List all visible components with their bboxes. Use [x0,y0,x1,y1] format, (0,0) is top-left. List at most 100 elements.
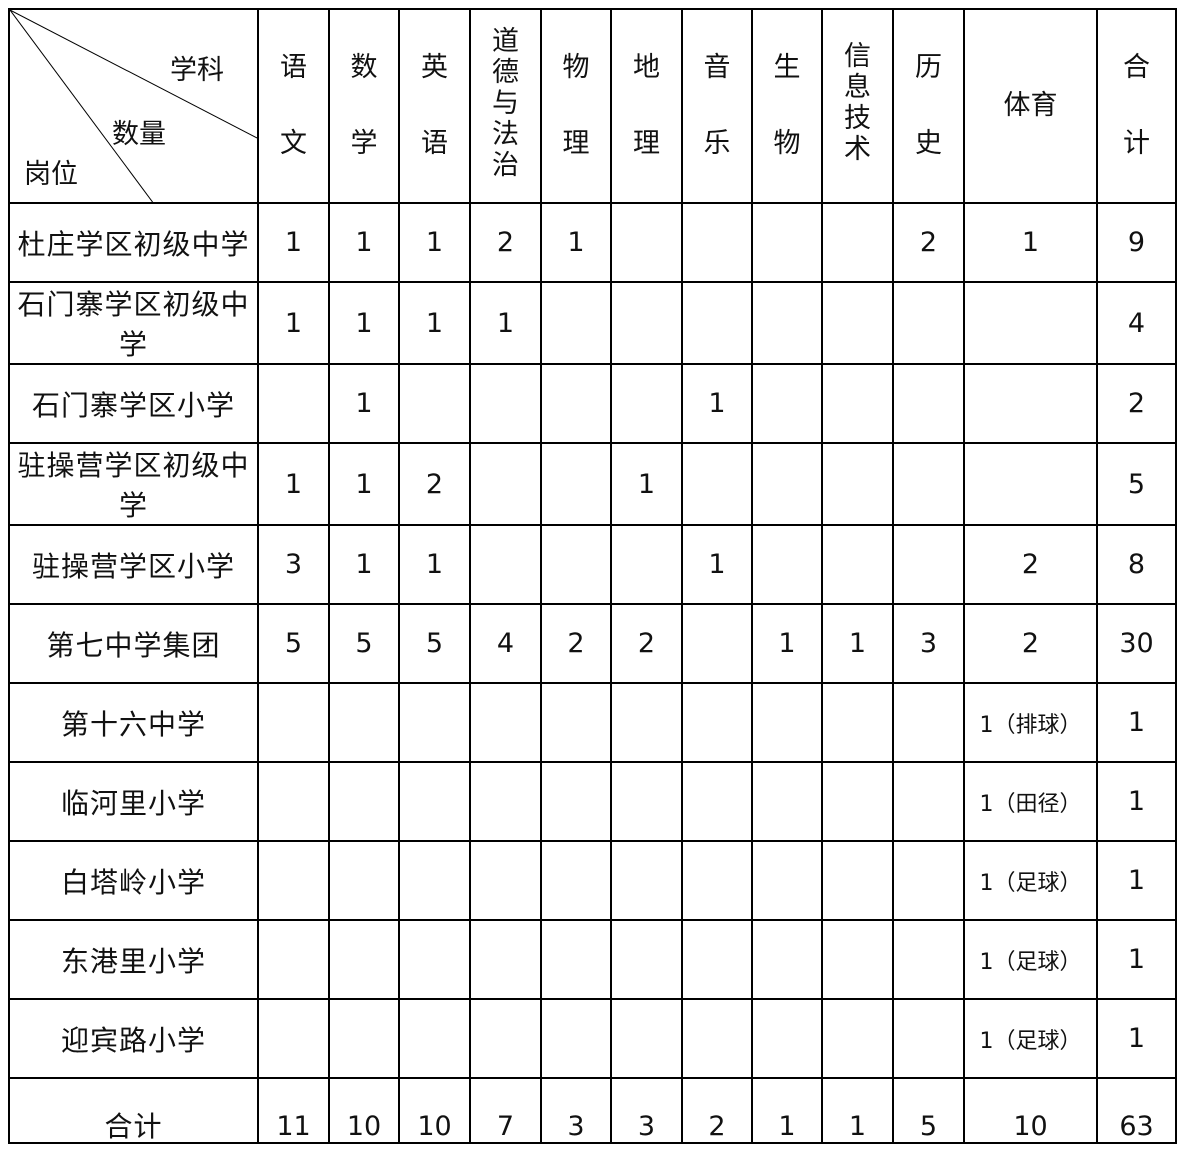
column-header: 道德与法治 [469,8,542,204]
table-cell [610,524,683,605]
table-cell: 10 [328,1077,400,1144]
table-cell [540,840,612,921]
table-cell: 2 [1096,363,1177,444]
table-cell [540,919,612,1000]
table-cell [398,363,471,444]
table-cell: 1 [328,363,400,444]
column-header-char: 信 [844,41,871,72]
table-cell: 1 [751,603,823,684]
table-cell [257,761,330,842]
table-cell: 1 [1096,682,1177,763]
table-cell [681,603,753,684]
diagonal-header-cell: 学科 数量 岗位 [8,8,259,204]
table-cell [540,998,612,1079]
table-cell [398,919,471,1000]
table-cell [821,202,894,283]
table-cell [610,202,683,283]
table-cell [610,998,683,1079]
column-header: 生物 [751,8,823,204]
table-cell [821,919,894,1000]
table-cell [963,442,1098,526]
table-cell: 2 [892,202,965,283]
column-header-char: 合 [1123,52,1150,83]
table-cell [469,442,542,526]
column-header-char: 理 [633,128,660,159]
column-header-char: 德 [492,56,519,88]
column-header-char: 物 [773,128,801,159]
table-cell: 3 [892,603,965,684]
table-cell: 30 [1096,603,1177,684]
column-header-char: 史 [915,128,942,159]
table-row: 白塔岭小学 1（足球） 1 [8,840,1177,921]
diagonal-lines [11,11,256,201]
table-cell [821,761,894,842]
table-cell [821,840,894,921]
header-row: 学科 数量 岗位 语文数学英语道德与法治物理地理音乐生物信息技术历史体育合计 [8,8,1177,204]
table-cell [469,840,542,921]
table-cell: 1（足球） [963,840,1098,921]
column-header: 英语 [398,8,471,204]
table-cell [469,524,542,605]
column-header-char: 理 [562,128,590,159]
column-header-char: 文 [280,128,307,159]
table-cell [892,363,965,444]
table-cell [257,998,330,1079]
table-cell: 1 [821,603,894,684]
table-cell [751,840,823,921]
table-row: 驻操营学区小学 3 1 1 1 2 8 [8,524,1177,605]
table-cell: 5 [257,603,330,684]
column-header-char: 法 [492,118,519,150]
row-label: 石门寨学区小学 [8,363,259,444]
table-cell [610,281,683,365]
table-cell: 63 [1096,1077,1177,1144]
table-cell: 2 [681,1077,753,1144]
row-label: 第十六中学 [8,682,259,763]
table-cell [328,919,400,1000]
table-cell [328,998,400,1079]
column-header-char: 道 [492,25,519,57]
table-cell [398,998,471,1079]
table-cell: 1（田径） [963,761,1098,842]
table-cell: 1（排球） [963,682,1098,763]
table-cell: 1 [1096,840,1177,921]
table-cell: 2 [963,603,1098,684]
table-cell [398,761,471,842]
table-cell [681,998,753,1079]
table-cell [892,840,965,921]
table-cell: 1 [328,281,400,365]
column-header-char: 数 [350,52,378,83]
table-cell: 2 [963,524,1098,605]
table-cell [963,281,1098,365]
column-header-char: 与 [492,87,519,119]
table-cell: 7 [469,1077,542,1144]
table-cell [681,682,753,763]
table-cell: 1 [328,442,400,526]
table-cell [751,682,823,763]
table-cell [469,761,542,842]
row-label: 迎宾路小学 [8,998,259,1079]
table-cell [681,840,753,921]
column-header-char: 历 [915,52,942,83]
table-cell [469,998,542,1079]
column-header-char: 学 [350,128,378,159]
table-cell: 1 [821,1077,894,1144]
column-header: 音乐 [681,8,753,204]
table-cell [540,524,612,605]
column-header-char: 息 [844,72,871,103]
table-cell [610,761,683,842]
table-cell [681,202,753,283]
column-header: 语文 [257,8,330,204]
table-cell [821,281,894,365]
table-cell [892,919,965,1000]
table-cell [540,281,612,365]
table-cell [681,442,753,526]
table-cell [257,363,330,444]
table-cell: 1 [328,524,400,605]
table-cell: 1 [963,202,1098,283]
total-row: 合计 11 10 10 7 3 3 2 1 1 5 10 63 [8,1077,1177,1144]
table-cell: 1 [398,524,471,605]
table-cell: 5 [892,1077,965,1144]
table-cell: 1 [1096,998,1177,1079]
table-cell [751,524,823,605]
table-cell: 3 [610,1077,683,1144]
